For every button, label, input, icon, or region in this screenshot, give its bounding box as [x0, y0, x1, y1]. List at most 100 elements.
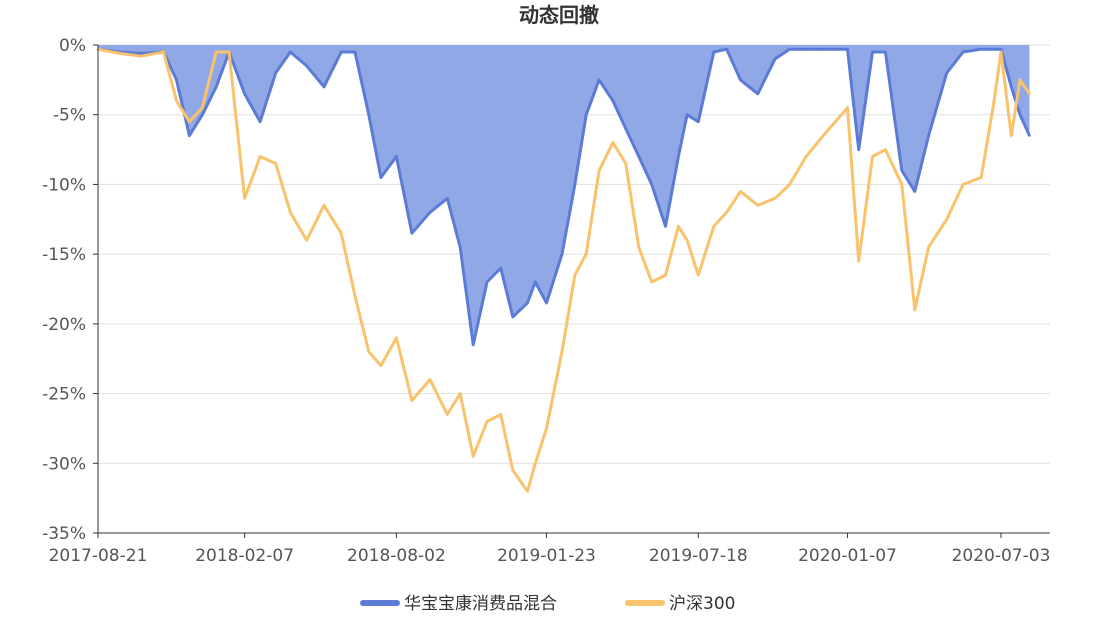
data-point	[857, 148, 860, 151]
data-point	[188, 120, 191, 123]
data-point	[367, 350, 370, 353]
data-point	[927, 134, 930, 137]
data-point	[685, 113, 689, 116]
data-point	[664, 273, 667, 277]
data-point	[499, 266, 502, 270]
legend-swatch	[625, 600, 665, 606]
x-tick-label: 2019-01-23	[497, 546, 596, 566]
x-tick-label: 2020-07-03	[952, 546, 1051, 566]
x-tick-label: 2018-02-07	[195, 546, 294, 566]
x-tick-label: 2017-08-21	[49, 546, 148, 566]
data-point	[459, 392, 462, 395]
data-point	[305, 239, 308, 242]
data-point	[274, 71, 277, 75]
y-tick-label: -20%	[42, 315, 86, 335]
series-line-1	[97, 47, 1031, 347]
data-point	[871, 155, 874, 158]
data-point	[395, 336, 398, 339]
data-point	[650, 280, 653, 284]
data-point	[624, 162, 627, 165]
data-point	[459, 246, 462, 249]
data-point	[175, 78, 178, 82]
data-point	[573, 273, 577, 277]
data-point	[725, 211, 728, 214]
data-point	[472, 343, 475, 346]
data-point	[243, 197, 246, 200]
data-point	[340, 50, 343, 54]
data-point	[353, 50, 357, 54]
legend: 华宝宝康消费品混合 沪深300	[360, 594, 735, 614]
data-point	[428, 211, 432, 214]
data-point	[227, 50, 231, 54]
data-point	[322, 85, 326, 89]
data-point	[340, 232, 343, 235]
x-tick-label: 2020-01-07	[798, 546, 897, 566]
data-point	[597, 78, 601, 82]
data-point	[871, 50, 874, 54]
legend-label: 华宝宝康消费品混合	[404, 594, 557, 614]
data-point	[739, 190, 742, 193]
series-area-1	[98, 45, 1030, 345]
data-point	[274, 162, 277, 165]
data-point	[379, 364, 383, 367]
data-point	[410, 399, 414, 402]
data-point	[573, 183, 577, 186]
data-point	[884, 50, 887, 54]
x-tick-label: 2018-08-02	[347, 546, 446, 566]
data-point	[945, 218, 948, 221]
data-point	[258, 120, 262, 123]
data-point	[961, 183, 965, 186]
data-point	[900, 183, 903, 186]
data-point	[677, 155, 680, 158]
data-point	[685, 239, 689, 242]
data-point	[201, 106, 204, 109]
data-point	[980, 48, 983, 51]
data-point	[712, 225, 715, 228]
data-point	[305, 64, 308, 68]
data-point	[611, 99, 615, 103]
data-point	[857, 259, 860, 263]
data-point	[712, 50, 715, 54]
data-point	[585, 252, 588, 256]
data-point	[511, 315, 514, 319]
data-point	[379, 176, 383, 179]
data-point	[664, 225, 667, 228]
area-layer	[98, 45, 1030, 345]
data-point	[446, 197, 449, 200]
data-point	[597, 169, 601, 172]
data-point	[637, 155, 640, 158]
data-point	[822, 134, 825, 137]
data-point	[804, 155, 808, 158]
data-point	[913, 308, 916, 312]
data-point	[945, 71, 948, 75]
data-point	[428, 378, 432, 381]
data-point	[560, 252, 564, 256]
data-point	[788, 183, 791, 186]
data-point	[1010, 85, 1013, 89]
y-tick-label: -35%	[42, 524, 86, 544]
data-point	[980, 176, 983, 179]
data-point	[637, 246, 640, 249]
data-point	[1010, 134, 1013, 137]
data-point	[756, 92, 759, 96]
data-point	[485, 280, 489, 284]
data-point	[201, 113, 204, 116]
data-point	[139, 52, 143, 55]
data-point	[215, 85, 218, 89]
legend-swatch	[360, 600, 400, 606]
data-point	[585, 113, 588, 116]
x-tick-label: 2019-07-18	[649, 546, 748, 566]
data-point	[215, 50, 218, 54]
data-point	[526, 301, 529, 305]
data-point	[725, 48, 728, 51]
data-point	[611, 141, 615, 144]
data-point	[677, 225, 680, 228]
data-point	[118, 52, 121, 55]
data-point	[367, 113, 370, 116]
data-point	[773, 57, 777, 61]
data-point	[900, 169, 903, 172]
data-point	[560, 350, 564, 353]
data-point	[188, 134, 191, 137]
data-point	[175, 99, 178, 103]
series-line-2	[97, 47, 1031, 493]
